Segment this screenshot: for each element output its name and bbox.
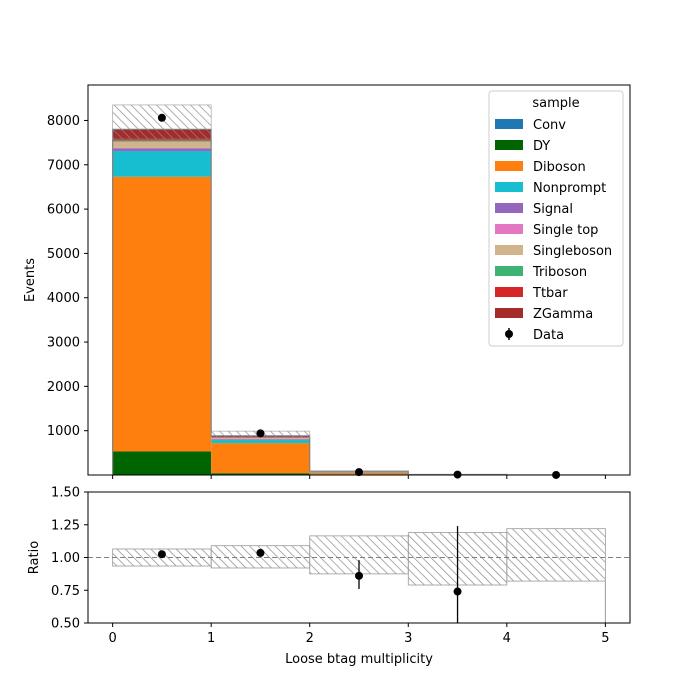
ratio-x-axis-ticks: 0 1 2 3 4 5 (108, 623, 610, 646)
y-tick-label: 7000 (47, 158, 80, 173)
data-point-1 (256, 429, 265, 438)
legend-swatch-conv (495, 119, 523, 129)
bar-singleboson-bin-1 (211, 437, 310, 439)
y-tick-label: 6000 (47, 203, 80, 218)
bar-nonprompt-bin-1 (211, 439, 310, 444)
bar-singleboson-bin-0 (112, 141, 212, 148)
bar-triboson-bin-0 (112, 140, 212, 142)
ratio-y-tick-label: 0.75 (51, 584, 80, 599)
legend-swatch-single-top (495, 224, 523, 234)
legend-label: Conv (533, 118, 566, 133)
legend-label: Nonprompt (533, 181, 606, 196)
legend-items: Conv DY Diboson Nonprompt Signal Single top Si… (495, 118, 612, 343)
legend: sample Conv DY Diboson Nonprompt Signal Singl… (488, 90, 624, 347)
bar-signal-bin-1 (211, 439, 310, 440)
bar-diboson-bin-0 (112, 176, 212, 452)
data-point-0 (157, 113, 166, 122)
legend-title: sample (532, 96, 579, 111)
y-tick-label: 2000 (47, 380, 80, 395)
y-tick-label: 1000 (47, 424, 80, 439)
x-axis-ticks (112, 475, 606, 479)
legend-label: Data (533, 328, 564, 343)
ratio-y-tick-label: 0.50 (51, 617, 80, 632)
data-points (157, 113, 561, 479)
x-tick-label: 1 (207, 631, 215, 646)
bar-dy-bin-1 (211, 473, 310, 475)
uncertainty-hatch-bin-0 (112, 104, 212, 140)
ratio-point-3 (453, 587, 462, 596)
x-tick-label: 0 (108, 631, 116, 646)
x-tick-label: 5 (601, 631, 609, 646)
ratio-y-tick-label: 1.00 (51, 551, 80, 566)
data-point-2 (355, 468, 363, 477)
legend-swatch-singleboson (495, 245, 523, 255)
ratio-plot-frame (87, 491, 631, 624)
y-tick-label: 3000 (47, 336, 80, 351)
x-tick-label: 2 (306, 631, 314, 646)
ratio-point-2 (355, 571, 363, 580)
x-axis-label: Loose btag multiplicity (285, 652, 433, 667)
legend-swatch-triboson (495, 266, 523, 276)
ratio-point-0 (157, 550, 166, 559)
ratio-band-bin-4 (506, 528, 606, 582)
bar-nonprompt-bin-0 (112, 151, 212, 177)
legend-swatch-signal (495, 203, 523, 213)
legend-label: Singleboson (533, 244, 612, 259)
main-plot-panel: 1000 2000 3000 4000 5000 6000 7000 8000 Events (23, 84, 631, 479)
bar-dy-bin-0 (112, 451, 212, 475)
ratio-points (157, 526, 462, 623)
ratio-y-axis-label: Ratio (27, 541, 42, 574)
legend-swatch-dy (495, 140, 523, 150)
legend-label: Triboson (532, 265, 587, 280)
x-tick-label: 4 (503, 631, 511, 646)
legend-label: ZGamma (533, 307, 593, 322)
legend-swatch-nonprompt (495, 182, 523, 192)
ratio-y-tick-label: 1.50 (51, 486, 80, 501)
y-tick-label: 8000 (47, 114, 80, 129)
legend-swatch-ttbar (495, 287, 523, 297)
legend-swatch-zgamma (495, 308, 523, 318)
legend-box (488, 90, 624, 347)
legend-label: DY (533, 139, 550, 154)
legend-label: Single top (533, 223, 598, 238)
y-axis-ticks: 1000 2000 3000 4000 5000 6000 7000 8000 (47, 114, 88, 439)
ratio-plot-panel: 0.50 0.75 1.00 1.25 1.50 0 1 2 3 4 5 Ratio Loose … (27, 486, 631, 667)
main-y-axis-label: Events (23, 258, 38, 302)
bar-diboson-bin-1 (211, 443, 310, 474)
ratio-y-tick-label: 1.25 (51, 518, 80, 533)
main-plot-frame (87, 84, 631, 476)
legend-label: Signal (533, 202, 573, 217)
bar-ttbar-bin-0 (112, 140, 212, 141)
ratio-point-1 (256, 548, 265, 557)
legend-swatch-diboson (495, 161, 523, 171)
bar-signal-bin-0 (112, 148, 212, 152)
legend-label: Ttbar (532, 286, 568, 301)
legend-data-marker (505, 330, 513, 338)
ratio-y-axis-ticks: 0.50 0.75 1.00 1.25 1.50 (51, 486, 88, 632)
y-tick-label: 5000 (47, 247, 80, 262)
y-tick-label: 4000 (47, 291, 80, 306)
x-tick-label: 3 (404, 631, 412, 646)
legend-label: Diboson (533, 160, 586, 175)
